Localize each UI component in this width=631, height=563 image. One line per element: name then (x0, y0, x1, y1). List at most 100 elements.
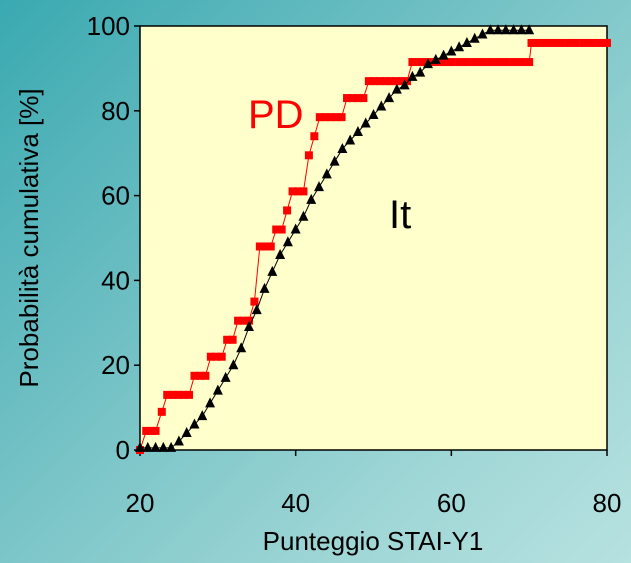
y-tick-label: 0 (116, 435, 130, 465)
data-point-triangle (485, 24, 496, 35)
data-point-square (556, 38, 565, 47)
data-point-square (261, 242, 270, 251)
x-tick-label: 20 (126, 488, 155, 518)
data-point-triangle (422, 58, 433, 69)
y-tick-label: 60 (101, 181, 130, 211)
y-tick-label: 80 (101, 96, 130, 126)
data-point-square (348, 94, 357, 103)
data-point-square (244, 316, 253, 325)
data-point-square (266, 242, 275, 251)
data-point-triangle (205, 397, 216, 408)
data-point-triangle (500, 24, 511, 35)
data-point-square (532, 38, 541, 47)
data-point-triangle (368, 109, 379, 120)
data-point-square (294, 187, 303, 196)
data-point-triangle (142, 441, 153, 452)
data-point-square (228, 335, 237, 344)
data-point-square (157, 407, 166, 416)
data-point-square (332, 113, 341, 122)
series-1 (135, 24, 535, 452)
data-point-triangle (352, 126, 363, 136)
data-point-square (416, 58, 425, 67)
data-point-triangle (173, 435, 184, 446)
data-point-triangle (158, 441, 169, 452)
data-point-square (548, 38, 557, 47)
pd-annotation: PD (248, 93, 304, 137)
data-point-triangle (275, 248, 286, 259)
data-point-square (326, 113, 335, 122)
data-point-square (163, 390, 172, 399)
data-point-square (397, 77, 406, 86)
data-point-square (370, 77, 379, 86)
data-point-square (595, 38, 604, 47)
data-point-square (540, 38, 549, 47)
data-point-triangle (197, 410, 208, 421)
data-point-triangle (360, 117, 371, 128)
data-point-square (283, 206, 292, 215)
series-layer (135, 24, 611, 454)
data-point-triangle (259, 282, 270, 293)
data-point-triangle (493, 24, 504, 35)
y-tick-label: 100 (87, 11, 130, 41)
data-point-square (359, 94, 368, 103)
data-point-square (603, 38, 611, 47)
data-point-triangle (314, 181, 325, 192)
data-point-triangle (415, 66, 426, 77)
data-point-triangle (181, 427, 192, 438)
data-point-square (185, 390, 194, 399)
data-point-square (564, 38, 573, 47)
x-axis-label: Punteggio STAI-Y1 (263, 526, 484, 556)
data-point-triangle (337, 142, 348, 153)
data-point-triangle (212, 384, 223, 395)
data-point-square (486, 58, 495, 67)
data-point-triangle (391, 83, 402, 94)
data-point-triangle (446, 45, 457, 56)
data-point-square (310, 132, 319, 141)
data-point-triangle (282, 236, 293, 247)
data-point-square (402, 77, 411, 86)
data-point-triangle (150, 441, 161, 452)
data-point-triangle (524, 24, 535, 35)
data-point-triangle (477, 28, 488, 39)
data-point-triangle (345, 134, 356, 145)
data-point-square (364, 77, 373, 86)
data-point-square (375, 77, 384, 86)
data-point-triangle (430, 53, 441, 64)
data-point-square (392, 77, 401, 86)
data-point-triangle (251, 304, 262, 315)
data-point-triangle (321, 168, 332, 179)
data-point-square (239, 316, 248, 325)
data-point-triangle (228, 359, 239, 370)
data-point-square (250, 297, 259, 306)
data-point-triangle (516, 24, 527, 35)
data-point-triangle (166, 441, 177, 452)
data-point-triangle (461, 36, 472, 47)
data-point-triangle (290, 223, 301, 234)
data-point-square (212, 352, 221, 361)
data-point-square (571, 38, 580, 47)
data-point-square (386, 77, 395, 86)
data-point-square (343, 94, 352, 103)
plot-area (139, 25, 608, 451)
y-axis-label: Probabilità cumulativa [%] (14, 88, 44, 387)
data-point-triangle (329, 155, 340, 166)
data-point-square (304, 151, 313, 160)
data-point-triangle (407, 70, 418, 81)
data-point-triangle (306, 193, 317, 204)
data-point-square (288, 187, 297, 196)
data-point-square (272, 225, 281, 234)
data-point-triangle (438, 49, 449, 60)
data-point-triangle (135, 441, 145, 452)
data-point-triangle (508, 24, 519, 35)
data-point-triangle (236, 342, 247, 353)
data-point-square (408, 58, 417, 67)
it-annotation: It (389, 193, 411, 237)
y-tick-label: 40 (101, 265, 130, 295)
data-point-triangle (189, 418, 200, 429)
data-point-square (517, 58, 526, 67)
data-point-square (223, 335, 232, 344)
data-point-square (509, 58, 518, 67)
data-point-square (255, 242, 264, 251)
data-point-square (462, 58, 471, 67)
